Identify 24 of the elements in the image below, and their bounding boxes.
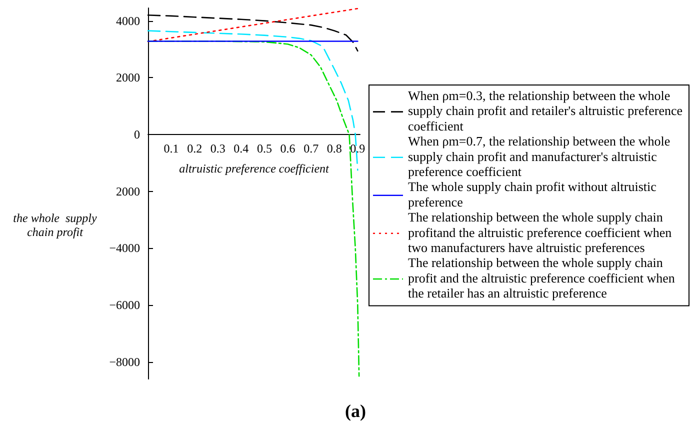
legend-label: The whole supply chain profit without altruistic preference: [408, 179, 657, 210]
x-tick-label: 0.1: [164, 142, 179, 156]
x-tick-label: 0.6: [280, 142, 296, 156]
x-tick-label: 0.7: [304, 142, 319, 156]
y-tick-label: 2000: [116, 70, 140, 85]
x-axis-title: altruistic preference coefficient: [179, 162, 330, 176]
y-tick-label: 0: [134, 128, 140, 142]
legend-label: When ρm=0.3, the relationship between the whole supply chain profit and retailer's altruistic preference coefficient: [408, 88, 683, 134]
y-tick-label: −4000: [109, 241, 140, 256]
y-axis-title: the whole supply chain profit: [13, 211, 98, 239]
legend-label: When ρm=0.7, the relationship between the whole supply chain profit and manufacturer's altruistic preference coefficient: [408, 134, 670, 179]
y-tick-label: −8000: [109, 354, 140, 369]
x-tick-label: 0.4: [234, 142, 249, 156]
x-tick-label: 0.2: [187, 142, 202, 156]
x-tick-label: 0.8: [326, 142, 342, 156]
y-tick-label: 2000: [116, 184, 140, 198]
x-tick-label: 0.9: [350, 142, 366, 156]
x-tick-label: 0.5: [256, 142, 272, 156]
legend-label: The relationship between the whole supply chain profit and the altruistic preference coefficient when the retailer has an altruistic preference: [408, 255, 676, 301]
text: (a): [345, 401, 366, 421]
y-tick-label: −6000: [109, 298, 140, 312]
y-tick-label: 4000: [116, 14, 140, 28]
legend-label: The relationship between the whole supply chain profitand the altruistic preference coefficient when two manufacturers have altruistic preferences: [408, 210, 672, 255]
x-tick-label: 0.3: [210, 142, 226, 156]
